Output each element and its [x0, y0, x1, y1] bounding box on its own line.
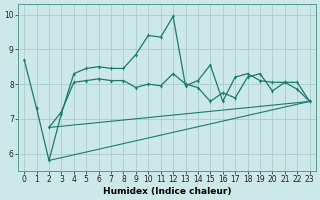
X-axis label: Humidex (Indice chaleur): Humidex (Indice chaleur)	[103, 187, 231, 196]
